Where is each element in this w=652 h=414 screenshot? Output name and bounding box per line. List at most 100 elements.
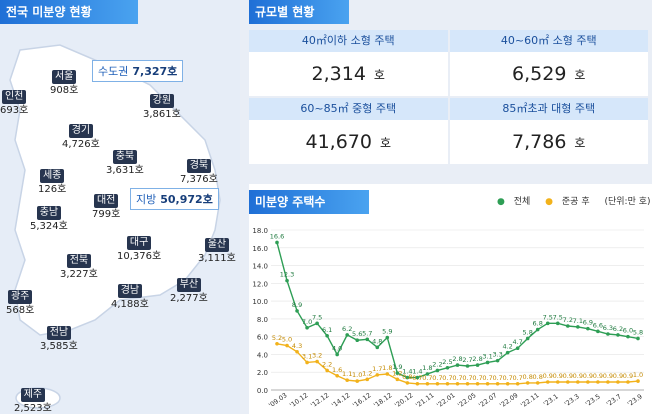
region-value: 908호 [50, 85, 79, 96]
data-label: 0.8 [523, 373, 533, 381]
data-point [305, 360, 309, 365]
y-tick-label: 14.0 [252, 263, 268, 271]
region-7: 대전 799호 [92, 188, 120, 221]
region-name: 울산 [204, 238, 230, 252]
data-point [365, 337, 370, 342]
data-label: 12.3 [280, 271, 294, 279]
data-point [455, 363, 460, 367]
data-point [445, 381, 450, 386]
stat-cell: 40~60㎡ 소형 주택 6,529 호 [449, 30, 648, 96]
data-point [315, 321, 319, 326]
region-value: 799호 [92, 209, 121, 220]
data-label: 1.0 [633, 371, 643, 379]
region-8: 충남 5,324호 [30, 200, 68, 233]
data-label: 0.7 [432, 374, 442, 382]
data-point [295, 349, 299, 354]
region-name: 세종 [39, 169, 65, 183]
data-label: 0.9 [563, 372, 573, 380]
region-name: 전남 [46, 326, 72, 340]
stat-unit: 호 [574, 135, 586, 150]
map-panel: 전국 미분양 현황 인천 693호 서울 908호 강원 3,861호 경기 4,726호 충북… [0, 0, 240, 414]
data-point [285, 278, 289, 283]
region-4: 충북 3,631호 [106, 144, 144, 177]
region-name: 충남 [36, 206, 62, 220]
region-value: 126호 [38, 184, 67, 195]
data-label: 1.6 [332, 366, 342, 374]
data-label: 0.7 [462, 374, 472, 382]
region-name: 대전 [93, 194, 119, 208]
data-point [515, 346, 520, 351]
x-tick-label: '21.11 [414, 391, 435, 409]
stat-label: 60~85㎡ 중형 주택 [249, 98, 448, 120]
region-name: 광주 [7, 290, 33, 304]
data-point [435, 368, 440, 373]
region-value: 5,324호 [30, 221, 68, 232]
data-point [495, 381, 500, 386]
region-value: 568호 [6, 305, 35, 316]
region-name: 대구 [126, 236, 152, 250]
size-stats-grid: 40㎡이하 소형 주택 2,314 호 40~60㎡ 소형 주택 6,529 호 6… [249, 30, 648, 164]
data-label: 0.9 [543, 372, 553, 380]
data-label: 5.7 [362, 329, 372, 337]
x-tick-label: '20.12 [393, 391, 414, 409]
data-label: 0.9 [593, 372, 603, 380]
x-tick-label: '10.12 [288, 391, 309, 409]
data-point [576, 325, 580, 329]
x-tick-label: '09.03 [267, 391, 288, 409]
region-value: 2,523호 [14, 403, 52, 414]
region-name: 제주 [20, 388, 46, 402]
data-label: 4.8 [372, 337, 382, 345]
data-point [636, 336, 640, 341]
data-label: 2.7 [462, 356, 472, 364]
data-point [385, 335, 390, 340]
data-point [606, 332, 610, 336]
data-label: 3.1 [302, 352, 312, 360]
data-label: 5.9 [382, 328, 392, 336]
region-name: 경남 [117, 284, 143, 298]
data-label: 0.9 [603, 372, 613, 380]
region-14: 광주 568호 [6, 284, 34, 317]
data-point [515, 381, 520, 386]
y-tick-label: 18.0 [252, 227, 268, 235]
y-tick-label: 0.0 [257, 387, 268, 395]
y-tick-label: 2.0 [257, 369, 268, 377]
region-value: 3,227호 [60, 269, 98, 280]
data-point [435, 381, 440, 386]
data-point [415, 381, 420, 386]
data-point [475, 363, 480, 367]
legend-unit: (단위:만 호) [604, 197, 651, 207]
region-value: 3,585호 [40, 341, 78, 352]
data-point [566, 324, 570, 328]
data-point [375, 373, 380, 377]
data-label: 4.7 [512, 338, 522, 346]
data-label: 5.8 [633, 328, 643, 336]
data-point [395, 371, 400, 375]
data-label: 3.3 [492, 351, 502, 359]
region-name: 서울 [51, 70, 77, 84]
data-label: 7.1 [573, 317, 583, 325]
region-5: 경북 7,376호 [180, 153, 218, 186]
data-label: 1.1 [342, 370, 352, 378]
data-point [415, 375, 420, 380]
data-label: 6.2 [613, 325, 623, 333]
data-point [375, 345, 380, 350]
unsold-housing-chart: 0.0 2.0 4.0 6.0 8.0 10.0 12.0 14.0 16.0 18.0 '09.0… [252, 227, 644, 409]
data-point [495, 358, 500, 363]
data-point [525, 336, 530, 341]
region-value: 4,188호 [111, 299, 149, 310]
stat-cell: 60~85㎡ 중형 주택 41,670 호 [249, 98, 448, 164]
x-tick-label: '23.7 [605, 392, 623, 408]
region-value: 7,376호 [180, 174, 218, 185]
data-point [295, 309, 299, 313]
x-tick-label: '22.11 [519, 391, 540, 409]
chart-legend: ● 전체 ● 준공 후 (단위:만 호) [497, 194, 652, 207]
data-point [445, 365, 450, 370]
data-point [455, 381, 460, 386]
data-point [505, 350, 510, 355]
x-tick-label: '23.9 [626, 392, 644, 408]
x-tick-label: '22.01 [435, 391, 456, 409]
data-label: 6.2 [342, 325, 352, 333]
stat-unit: 호 [373, 67, 385, 82]
region-value: 2,277호 [170, 293, 208, 304]
data-point [586, 380, 590, 384]
